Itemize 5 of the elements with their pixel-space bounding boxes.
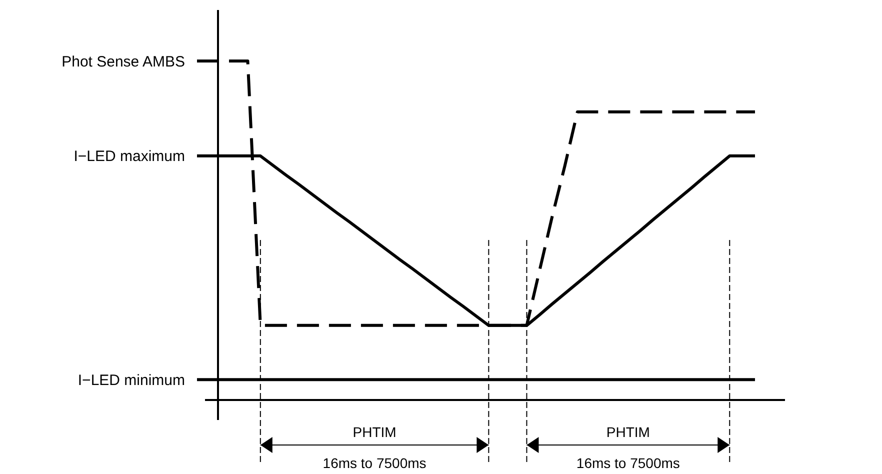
series-label: I−LED maximum [74, 148, 185, 166]
series-label: I−LED minimum [78, 372, 185, 389]
text: PHTIM 16ms to 7500ms [322, 424, 426, 471]
series-label: Phot Sense AMBS [62, 53, 185, 70]
text: PHTIM 16ms to 7500ms [576, 424, 680, 471]
